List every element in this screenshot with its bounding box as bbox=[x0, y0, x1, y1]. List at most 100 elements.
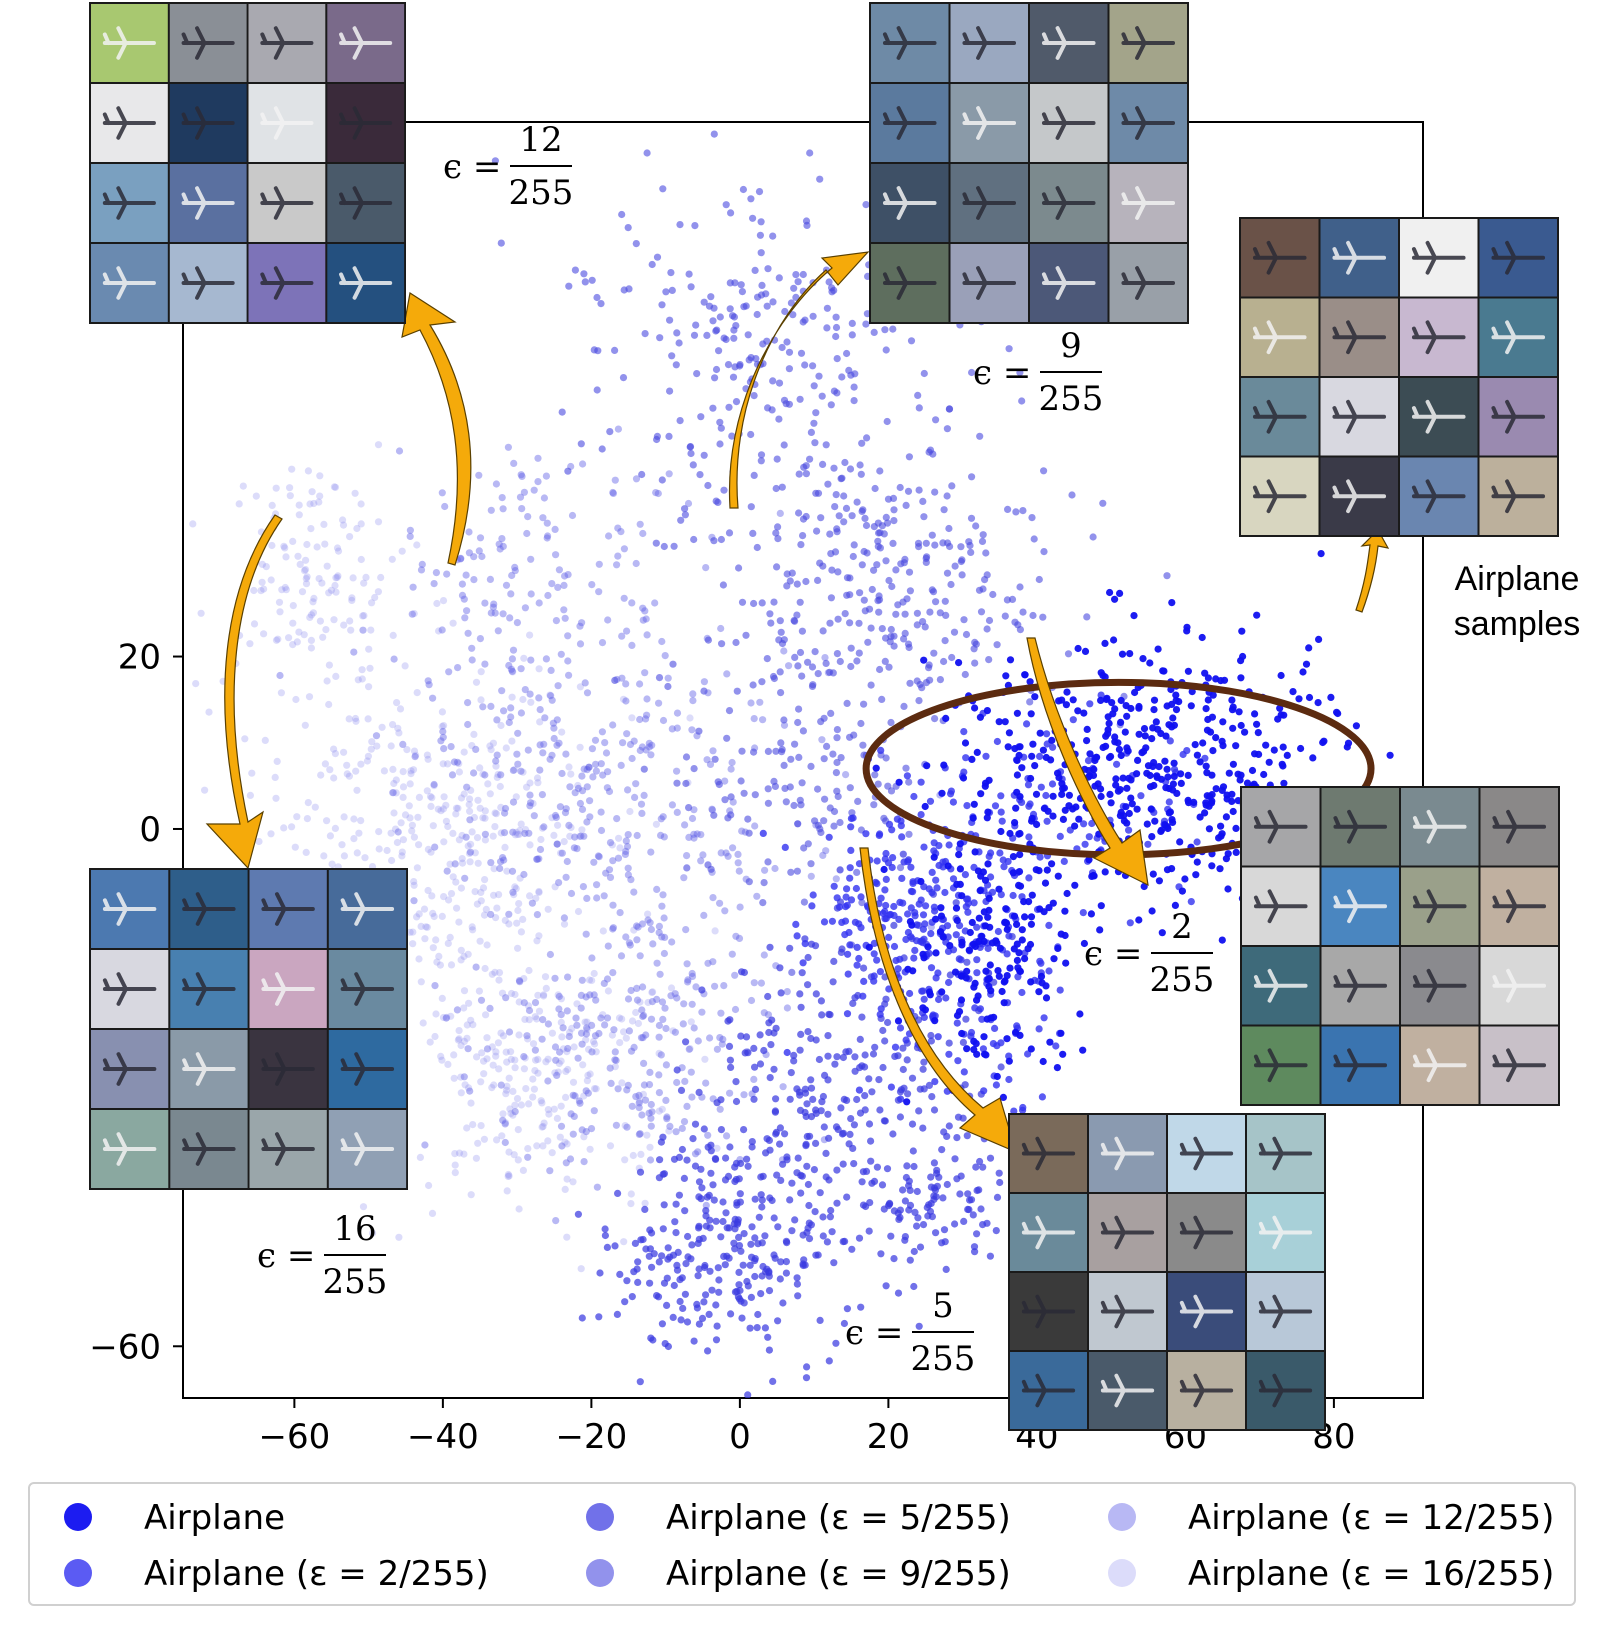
scatter-point bbox=[476, 764, 484, 772]
scatter-point bbox=[667, 992, 675, 1000]
scatter-point bbox=[958, 556, 966, 564]
scatter-point bbox=[885, 985, 893, 993]
scatter-point bbox=[804, 1028, 812, 1036]
scatter-point bbox=[470, 813, 478, 822]
scatter-point bbox=[525, 1100, 533, 1108]
scatter-point bbox=[984, 913, 992, 921]
scatter-point bbox=[413, 913, 421, 921]
scatter-point bbox=[711, 374, 719, 382]
scatter-point bbox=[1232, 742, 1240, 750]
scatter-point bbox=[825, 1134, 833, 1142]
scatter-point bbox=[440, 722, 448, 730]
scatter-point bbox=[729, 844, 737, 852]
scatter-point bbox=[749, 529, 757, 538]
scatter-point bbox=[505, 910, 513, 918]
scatter-point bbox=[928, 1093, 936, 1101]
scatter-point bbox=[506, 1105, 514, 1113]
scatter-point bbox=[782, 1269, 791, 1277]
scatter-point bbox=[779, 1083, 787, 1091]
scatter-point bbox=[1021, 955, 1029, 963]
scatter-point bbox=[673, 1261, 681, 1269]
scatter-point bbox=[346, 617, 354, 625]
scatter-point bbox=[442, 1014, 450, 1022]
scatter-point bbox=[592, 767, 601, 775]
scatter-point bbox=[853, 657, 861, 665]
scatter-point bbox=[492, 810, 500, 818]
scatter-point bbox=[1196, 813, 1204, 821]
scatter-point bbox=[448, 771, 457, 779]
scatter-point bbox=[888, 582, 896, 591]
scatter-point bbox=[683, 1318, 692, 1326]
scatter-point bbox=[551, 811, 560, 820]
scatter-point bbox=[328, 860, 336, 868]
scatter-point bbox=[811, 648, 819, 656]
scatter-point bbox=[462, 571, 470, 579]
scatter-point bbox=[658, 476, 666, 484]
scatter-point bbox=[727, 793, 735, 801]
scatter-point bbox=[761, 1232, 769, 1240]
scatter-point bbox=[925, 885, 933, 893]
scatter-point bbox=[578, 1029, 586, 1037]
scatter-point bbox=[1155, 763, 1163, 771]
scatter-point bbox=[876, 665, 884, 674]
scatter-point bbox=[804, 658, 812, 666]
scatter-point bbox=[882, 849, 890, 858]
scatter-point bbox=[239, 482, 247, 490]
scatter-point bbox=[740, 1126, 748, 1134]
scatter-point bbox=[820, 817, 828, 825]
scatter-point bbox=[641, 1096, 650, 1104]
scatter-point bbox=[992, 937, 1000, 945]
scatter-point bbox=[920, 1013, 928, 1022]
scatter-point bbox=[763, 302, 771, 310]
scatter-point bbox=[624, 831, 632, 839]
scatter-point bbox=[681, 1290, 690, 1298]
scatter-point bbox=[583, 818, 591, 826]
airplane-silhouette-icon bbox=[181, 186, 235, 220]
scatter-point bbox=[783, 338, 791, 346]
scatter-point bbox=[896, 483, 904, 492]
scatter-point bbox=[596, 1269, 604, 1277]
scatter-point bbox=[899, 899, 907, 907]
scatter-point bbox=[796, 1046, 804, 1054]
scatter-point bbox=[930, 1106, 939, 1114]
scatter-point bbox=[627, 986, 635, 995]
scatter-point bbox=[581, 278, 589, 286]
scatter-point bbox=[1036, 905, 1044, 913]
scatter-point bbox=[453, 1006, 461, 1014]
scatter-point bbox=[690, 765, 698, 773]
scatter-point bbox=[1166, 737, 1174, 745]
scatter-point bbox=[280, 542, 288, 550]
scatter-point bbox=[849, 999, 857, 1008]
scatter-point bbox=[1114, 739, 1122, 747]
scatter-point bbox=[831, 503, 839, 511]
scatter-point bbox=[981, 922, 990, 930]
scatter-point bbox=[530, 812, 538, 820]
scatter-point bbox=[659, 813, 667, 821]
arrow-to-eps16-grid bbox=[205, 514, 283, 870]
scatter-point bbox=[1045, 904, 1053, 912]
scatter-point bbox=[979, 1045, 988, 1053]
scatter-point bbox=[846, 619, 854, 627]
scatter-point bbox=[586, 991, 594, 999]
scatter-point bbox=[858, 1013, 866, 1021]
scatter-point bbox=[1140, 882, 1148, 891]
scatter-point bbox=[307, 611, 316, 619]
scatter-point bbox=[681, 511, 690, 519]
scatter-point bbox=[522, 1085, 530, 1093]
scatter-point bbox=[1192, 871, 1200, 879]
scatter-point bbox=[964, 895, 972, 903]
scatter-point bbox=[732, 638, 740, 647]
scatter-point bbox=[895, 778, 903, 786]
scatter-point bbox=[841, 917, 850, 925]
scatter-point bbox=[917, 877, 925, 886]
scatter-point bbox=[875, 592, 883, 600]
scatter-point bbox=[508, 867, 517, 875]
scatter-point bbox=[750, 979, 758, 987]
scatter-point bbox=[838, 945, 846, 953]
scatter-point bbox=[303, 540, 311, 549]
scatter-point bbox=[945, 978, 953, 987]
scatter-point bbox=[744, 1282, 752, 1290]
airplane-silhouette-icon bbox=[102, 26, 156, 60]
scatter-point bbox=[390, 779, 398, 788]
scatter-point bbox=[748, 1138, 756, 1146]
